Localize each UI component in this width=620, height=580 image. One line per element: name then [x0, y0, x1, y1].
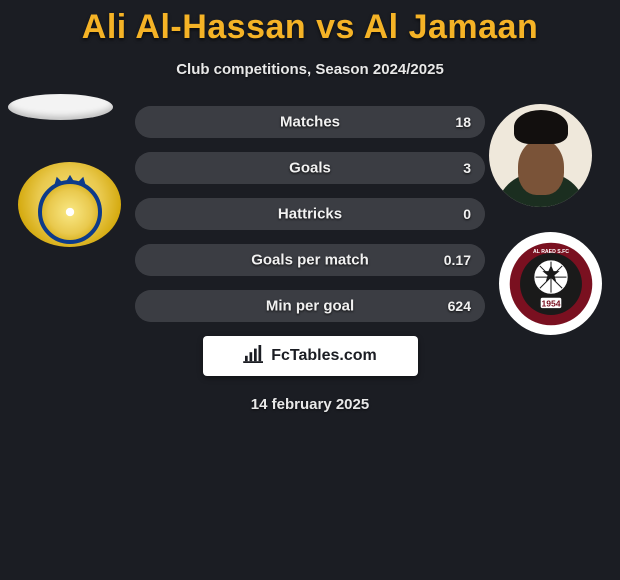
- stat-value: 3: [463, 160, 471, 176]
- stat-value: 0: [463, 206, 471, 222]
- player-left-avatar: [8, 94, 113, 120]
- comparison-body: 1954 AL RAED S.FC Matches 18 Goals 3 Hattric…: [0, 106, 620, 413]
- stat-value: 624: [448, 298, 471, 314]
- player-right-avatar: [489, 104, 592, 207]
- club-right-crest: 1954 AL RAED S.FC: [499, 232, 602, 335]
- stat-row: Goals 3: [135, 152, 485, 184]
- source-badge-text: FcTables.com: [271, 347, 377, 365]
- crest-year: 1954: [541, 298, 560, 308]
- stat-label: Min per goal: [266, 298, 354, 315]
- stat-value: 18: [455, 114, 471, 130]
- comparison-date: 14 february 2025: [0, 396, 620, 413]
- stat-row: Hattricks 0: [135, 198, 485, 230]
- svg-text:AL RAED S.FC: AL RAED S.FC: [532, 249, 568, 255]
- stat-label: Goals per match: [251, 252, 369, 269]
- stat-label: Hattricks: [278, 206, 342, 223]
- stats-list: Matches 18 Goals 3 Hattricks 0 Goals per match…: [135, 106, 485, 322]
- source-badge[interactable]: FcTables.com: [203, 336, 418, 376]
- stat-row: Min per goal 624: [135, 290, 485, 322]
- club-left-crest: [18, 162, 121, 247]
- stat-row: Goals per match 0.17: [135, 244, 485, 276]
- bar-chart-icon: [243, 345, 265, 368]
- stat-label: Matches: [280, 114, 340, 131]
- stat-row: Matches 18: [135, 106, 485, 138]
- comparison-subtitle: Club competitions, Season 2024/2025: [0, 61, 620, 78]
- stat-value: 0.17: [444, 252, 471, 268]
- stat-label: Goals: [289, 160, 331, 177]
- comparison-title: Ali Al-Hassan vs Al Jamaan: [0, 0, 620, 47]
